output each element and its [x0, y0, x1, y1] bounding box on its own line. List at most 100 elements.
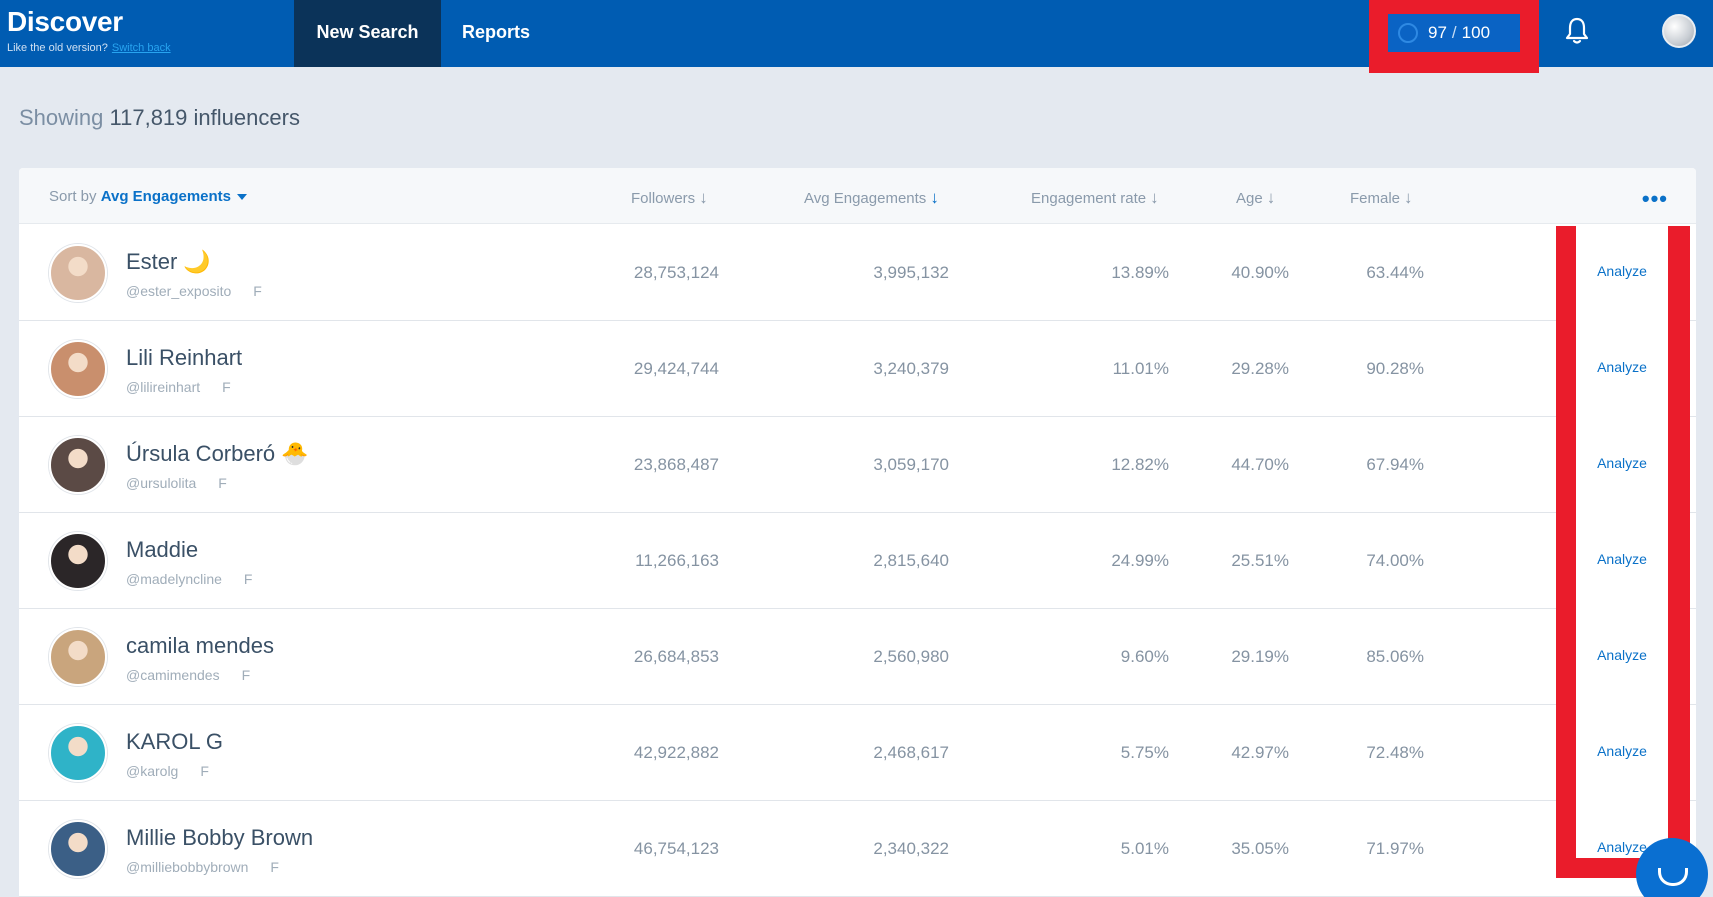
engagement-rate-value: 24.99% [1111, 551, 1169, 570]
female-value: 74.00% [1366, 551, 1424, 570]
influencer-name[interactable]: Úrsula Corberó 🐣 [126, 441, 309, 467]
age-value: 44.70% [1231, 455, 1289, 474]
followers-value: 11,266,163 [635, 551, 719, 570]
table-row[interactable]: Úrsula Corberó 🐣 @ursulolita F 23,868,487 3,0… [19, 417, 1696, 513]
handle-text: @milliebobbybrown [126, 859, 249, 875]
table-row[interactable]: KAROL G @karolg F 42,922,882 2,468,617 5.75% 4… [19, 705, 1696, 801]
influencer-table: Sort by Avg Engagements Followers ↓ Avg E… [19, 168, 1696, 897]
column-header-engagement-rate[interactable]: Engagement rate ↓ [1031, 188, 1159, 208]
female-value: 72.48% [1366, 743, 1424, 762]
column-label: Female [1350, 190, 1401, 207]
female-value: 67.94% [1366, 455, 1424, 474]
influencer-handle: @karolg F [126, 763, 209, 779]
analyze-button[interactable]: Analyze [1597, 455, 1647, 471]
column-label: Age [1236, 190, 1263, 207]
analyze-button[interactable]: Analyze [1597, 743, 1647, 759]
column-header-female[interactable]: Female ↓ [1350, 188, 1413, 208]
switch-back-link[interactable]: Switch back [111, 42, 171, 54]
female-value: 90.28% [1366, 359, 1424, 378]
bell-icon[interactable] [1564, 16, 1590, 46]
column-header-followers[interactable]: Followers ↓ [631, 188, 708, 208]
influencer-handle: @ursulolita F [126, 475, 227, 491]
handle-text: @ursulolita [126, 475, 197, 491]
summary-suffix: influencers [193, 105, 300, 130]
chat-icon [1658, 868, 1688, 886]
influencer-avatar[interactable] [49, 532, 107, 590]
column-header-age[interactable]: Age ↓ [1236, 188, 1275, 208]
name-emoji: 🌙 [183, 249, 211, 274]
analyze-button[interactable]: Analyze [1597, 839, 1647, 855]
influencer-handle: @lilireinhart F [126, 379, 231, 395]
sort-arrow-icon: ↓ [699, 188, 708, 207]
influencer-handle: @madelyncline F [126, 571, 252, 587]
analyze-button[interactable]: Analyze [1597, 647, 1647, 663]
avg-engagements-value: 2,815,640 [873, 551, 949, 570]
followers-value: 23,868,487 [633, 455, 719, 474]
analyze-button[interactable]: Analyze [1597, 359, 1647, 375]
influencer-avatar[interactable] [49, 820, 107, 878]
engagement-rate-value: 11.01% [1112, 359, 1169, 378]
credits-counter[interactable]: 97/100 [1388, 14, 1520, 52]
gender: F [200, 763, 209, 779]
sort-arrow-icon: ↓ [930, 188, 939, 207]
column-header-avg-engagements[interactable]: Avg Engagements ↓ [804, 188, 939, 208]
sort-label: Sort by [49, 188, 97, 205]
followers-value: 29,424,744 [633, 359, 719, 378]
handle-text: @ester_exposito [126, 283, 232, 299]
table-row[interactable]: Ester 🌙 @ester_exposito F 28,753,124 3,995,13… [19, 225, 1696, 321]
influencer-name[interactable]: Ester 🌙 [126, 249, 211, 275]
chevron-down-icon [237, 194, 248, 201]
sort-dropdown[interactable]: Sort by Avg Engagements [49, 188, 248, 205]
analyze-column [1576, 226, 1668, 858]
handle-text: @camimendes [126, 667, 220, 683]
table-row[interactable]: Lili Reinhart @lilireinhart F 29,424,744 3,2… [19, 321, 1696, 417]
avg-engagements-value: 2,468,617 [873, 743, 949, 762]
followers-value: 26,684,853 [633, 647, 719, 666]
influencer-avatar[interactable] [49, 628, 107, 686]
user-avatar[interactable] [1662, 14, 1696, 48]
chat-button[interactable] [1636, 838, 1708, 897]
brand-subtitle: Like the old version? Switch back [7, 42, 171, 54]
handle-text: @lilireinhart [126, 379, 201, 395]
influencer-avatar[interactable] [49, 340, 107, 398]
results-summary: Showing 117,819 influencers [19, 105, 300, 131]
name-text: Lili Reinhart [126, 345, 243, 370]
name-emoji: 🐣 [281, 441, 309, 466]
engagement-rate-value: 9.60% [1120, 647, 1169, 666]
name-text: Ester [126, 249, 178, 274]
influencer-name[interactable]: Maddie [126, 537, 204, 563]
table-row[interactable]: Maddie @madelyncline F 11,266,163 2,815,640 2… [19, 513, 1696, 609]
influencer-name[interactable]: camila mendes [126, 633, 280, 659]
handle-text: @karolg [126, 763, 179, 779]
influencer-name[interactable]: Millie Bobby Brown [126, 825, 319, 851]
female-value: 71.97% [1366, 839, 1424, 858]
tab-new-search[interactable]: New Search [294, 0, 441, 67]
age-value: 29.19% [1231, 647, 1289, 666]
influencer-avatar[interactable] [49, 244, 107, 302]
age-value: 42.97% [1231, 743, 1289, 762]
credits-used: 97 [1428, 23, 1447, 42]
followers-value: 42,922,882 [633, 743, 719, 762]
table-header: Sort by Avg Engagements Followers ↓ Avg E… [19, 168, 1696, 224]
influencer-avatar[interactable] [49, 436, 107, 494]
name-text: Millie Bobby Brown [126, 825, 314, 850]
age-value: 25.51% [1231, 551, 1289, 570]
more-icon[interactable]: ••• [1641, 186, 1668, 211]
followers-value: 46,754,123 [633, 839, 719, 858]
column-label: Avg Engagements [804, 190, 927, 207]
analyze-button[interactable]: Analyze [1597, 551, 1647, 567]
influencer-avatar[interactable] [49, 724, 107, 782]
table-row[interactable]: camila mendes @camimendes F 26,684,853 2,560… [19, 609, 1696, 705]
female-value: 63.44% [1366, 263, 1424, 282]
influencer-name[interactable]: KAROL G [126, 729, 229, 755]
followers-value: 28,753,124 [633, 263, 719, 282]
engagement-rate-value: 13.89% [1111, 263, 1169, 282]
engagement-rate-value: 5.01% [1120, 839, 1169, 858]
brand-title: Discover [7, 6, 123, 37]
influencer-name[interactable]: Lili Reinhart [126, 345, 248, 371]
tab-reports[interactable]: Reports [461, 22, 530, 42]
table-row[interactable]: Millie Bobby Brown @milliebobbybrown F 46,7… [19, 801, 1696, 897]
avg-engagements-value: 3,995,132 [873, 263, 949, 282]
analyze-button[interactable]: Analyze [1597, 263, 1647, 279]
engagement-rate-value: 12.82% [1111, 455, 1169, 474]
